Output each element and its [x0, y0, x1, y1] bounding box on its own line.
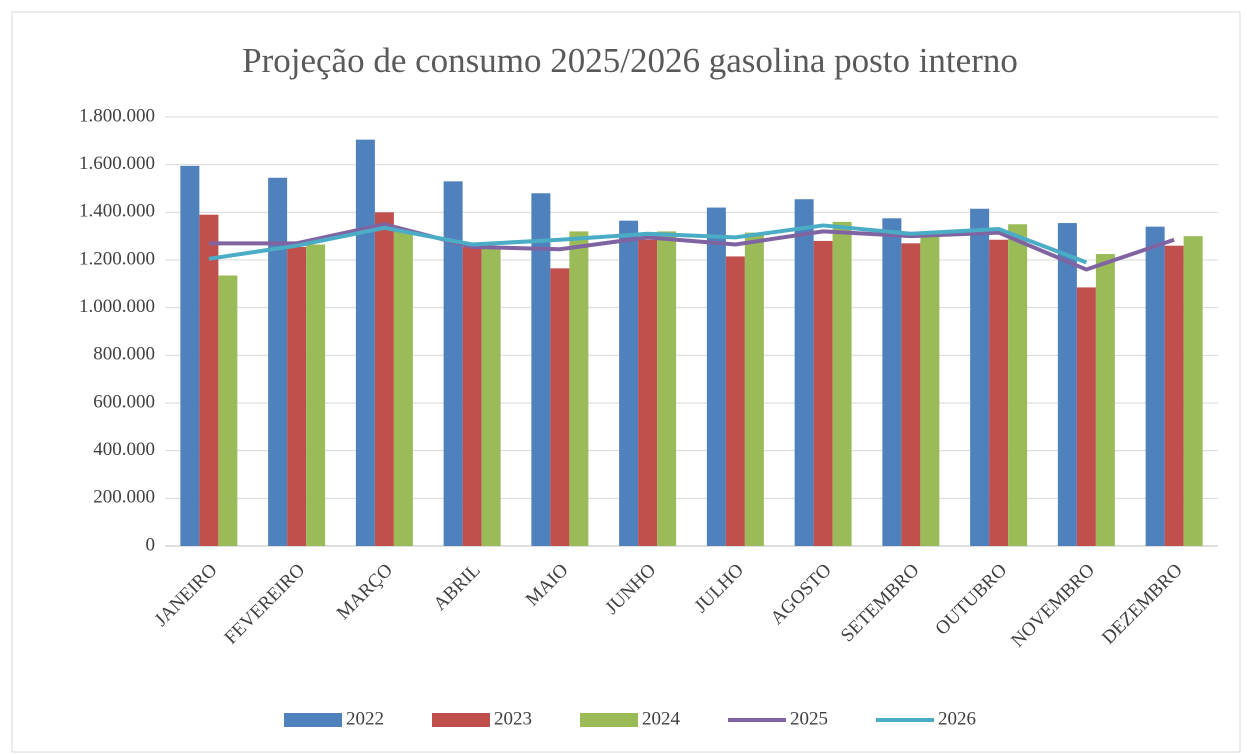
y-tick-label: 1.400.000: [79, 201, 155, 222]
bar: [989, 239, 1009, 546]
y-tick-label: 400.000: [93, 439, 155, 460]
legend-label: 2026: [938, 708, 976, 729]
y-tick-label: 800.000: [93, 344, 155, 365]
legend-swatch: [432, 713, 490, 727]
y-tick-label: 600.000: [93, 391, 155, 412]
chart-title: Projeção de consumo 2025/2026 gasolina p…: [242, 41, 1018, 80]
bar: [287, 246, 307, 546]
y-tick-label: 200.000: [93, 487, 155, 508]
bar: [374, 212, 394, 547]
bar: [638, 239, 658, 546]
bar: [569, 231, 589, 546]
bar: [744, 232, 764, 546]
bar: [1164, 245, 1184, 546]
bar: [531, 193, 551, 546]
bar: [920, 236, 940, 546]
bar: [619, 220, 639, 547]
line: [208, 222, 1175, 272]
y-tick-label: 1.600.000: [79, 153, 155, 174]
bar: [882, 218, 902, 546]
line: [208, 223, 1088, 265]
bar: [462, 246, 482, 546]
bar: [306, 244, 326, 546]
bar: [1008, 224, 1028, 546]
legend-swatch: [580, 713, 638, 727]
bar: [1057, 223, 1077, 546]
legend-label: 2024: [642, 708, 681, 729]
bar: [970, 208, 990, 546]
bar: [725, 256, 745, 546]
legend-swatch: [284, 713, 342, 727]
bar: [393, 231, 413, 546]
bar: [832, 221, 852, 546]
legend-label: 2022: [346, 708, 384, 729]
bar: [218, 275, 238, 546]
bar: [901, 243, 921, 547]
bar: [1183, 236, 1203, 546]
y-tick-label: 0: [146, 534, 156, 555]
bar: [443, 181, 463, 546]
y-tick-label: 1.800.000: [79, 105, 155, 126]
bar: [657, 231, 677, 546]
y-tick-label: 1.000.000: [79, 296, 155, 317]
bar: [813, 240, 833, 546]
bar: [355, 139, 375, 546]
bar: [481, 246, 501, 546]
bar: [794, 199, 814, 546]
legend-label: 2023: [494, 708, 532, 729]
bar: [1095, 254, 1115, 546]
bar: [180, 165, 200, 546]
bar: [268, 177, 288, 546]
bar: [706, 207, 726, 547]
legend-label: 2025: [790, 708, 828, 729]
y-tick-label: 1.200.000: [79, 248, 155, 269]
bar: [1145, 226, 1165, 546]
bar: [1076, 287, 1096, 546]
bar: [550, 268, 570, 546]
bar: [199, 214, 219, 546]
